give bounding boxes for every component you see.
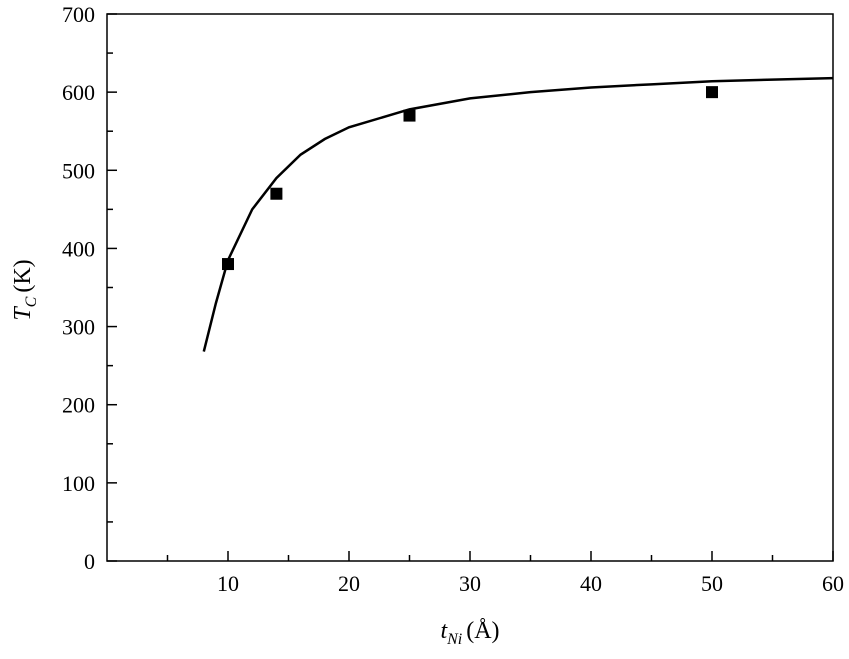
y-axis-label: TC (K) — [10, 259, 40, 320]
y-tick-label: 200 — [62, 393, 95, 418]
x-axis-label: tNi (Å) — [440, 618, 499, 648]
x-label-main: t — [440, 618, 448, 644]
data-point — [706, 86, 718, 99]
y-label-main: T — [10, 306, 36, 321]
x-label-sub: Ni — [446, 631, 462, 648]
x-tick-label: 10 — [217, 571, 239, 596]
y-tick-label: 500 — [62, 158, 95, 183]
data-point — [403, 109, 416, 122]
x-tick-label: 20 — [338, 571, 360, 596]
x-tick-label: 50 — [701, 571, 723, 596]
y-tick-label: 700 — [62, 2, 95, 27]
y-label-unit: (K) — [10, 259, 36, 292]
y-tick-label: 0 — [84, 549, 95, 574]
data-point — [270, 187, 283, 200]
x-tick-label: 60 — [822, 571, 844, 596]
x-tick-label: 40 — [580, 571, 602, 596]
x-label-unit: (Å) — [466, 618, 499, 644]
fit-curve — [202, 76, 834, 352]
y-tick-label: 400 — [62, 236, 95, 261]
y-tick-label: 300 — [62, 315, 95, 340]
y-label-sub: C — [23, 296, 40, 307]
plot-frame — [106, 13, 834, 562]
y-tick-label: 600 — [62, 80, 95, 105]
y-tick-label: 100 — [62, 471, 95, 496]
x-tick-label: 30 — [459, 571, 481, 596]
